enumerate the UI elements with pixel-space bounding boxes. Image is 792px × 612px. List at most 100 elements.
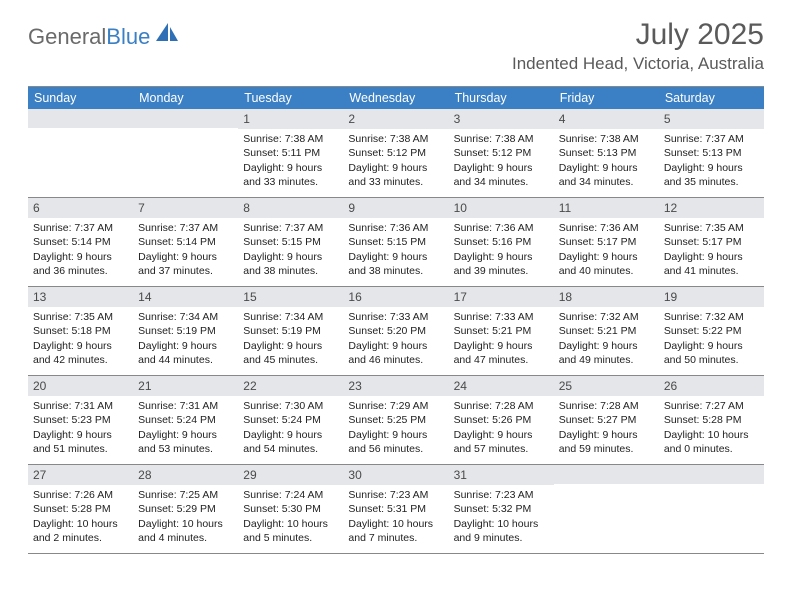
day-content: Sunrise: 7:37 AMSunset: 5:13 PMDaylight:… bbox=[659, 129, 764, 194]
day-cell: 19Sunrise: 7:32 AMSunset: 5:22 PMDayligh… bbox=[659, 287, 764, 375]
calendar: SundayMondayTuesdayWednesdayThursdayFrid… bbox=[28, 86, 764, 554]
day-cell: 7Sunrise: 7:37 AMSunset: 5:14 PMDaylight… bbox=[133, 198, 238, 286]
daylight-line: Daylight: 10 hours and 4 minutes. bbox=[138, 517, 233, 545]
day-number: 31 bbox=[449, 465, 554, 485]
day-number bbox=[659, 465, 764, 484]
sunset-line: Sunset: 5:15 PM bbox=[243, 235, 338, 249]
daylight-line: Daylight: 9 hours and 47 minutes. bbox=[454, 339, 549, 367]
sunrise-line: Sunrise: 7:38 AM bbox=[559, 132, 654, 146]
sunrise-line: Sunrise: 7:33 AM bbox=[454, 310, 549, 324]
day-cell: 1Sunrise: 7:38 AMSunset: 5:11 PMDaylight… bbox=[238, 109, 343, 197]
daylight-line: Daylight: 9 hours and 57 minutes. bbox=[454, 428, 549, 456]
day-cell: 24Sunrise: 7:28 AMSunset: 5:26 PMDayligh… bbox=[449, 376, 554, 464]
day-cell: 9Sunrise: 7:36 AMSunset: 5:15 PMDaylight… bbox=[343, 198, 448, 286]
day-content: Sunrise: 7:28 AMSunset: 5:26 PMDaylight:… bbox=[449, 396, 554, 461]
day-cell: 25Sunrise: 7:28 AMSunset: 5:27 PMDayligh… bbox=[554, 376, 659, 464]
sunrise-line: Sunrise: 7:32 AM bbox=[559, 310, 654, 324]
sunrise-line: Sunrise: 7:37 AM bbox=[33, 221, 128, 235]
day-number: 6 bbox=[28, 198, 133, 218]
day-number: 3 bbox=[449, 109, 554, 129]
title-block: July 2025 Indented Head, Victoria, Austr… bbox=[512, 18, 764, 74]
sunset-line: Sunset: 5:21 PM bbox=[454, 324, 549, 338]
sunset-line: Sunset: 5:13 PM bbox=[559, 146, 654, 160]
sunset-line: Sunset: 5:18 PM bbox=[33, 324, 128, 338]
dow-header: Sunday bbox=[28, 87, 133, 109]
day-cell: 5Sunrise: 7:37 AMSunset: 5:13 PMDaylight… bbox=[659, 109, 764, 197]
day-cell bbox=[659, 465, 764, 553]
weeks-container: 1Sunrise: 7:38 AMSunset: 5:11 PMDaylight… bbox=[28, 109, 764, 554]
day-cell: 21Sunrise: 7:31 AMSunset: 5:24 PMDayligh… bbox=[133, 376, 238, 464]
sunset-line: Sunset: 5:25 PM bbox=[348, 413, 443, 427]
day-number: 4 bbox=[554, 109, 659, 129]
week-row: 27Sunrise: 7:26 AMSunset: 5:28 PMDayligh… bbox=[28, 465, 764, 554]
sunset-line: Sunset: 5:17 PM bbox=[664, 235, 759, 249]
daylight-line: Daylight: 9 hours and 54 minutes. bbox=[243, 428, 338, 456]
day-content: Sunrise: 7:34 AMSunset: 5:19 PMDaylight:… bbox=[133, 307, 238, 372]
sunrise-line: Sunrise: 7:36 AM bbox=[559, 221, 654, 235]
sunset-line: Sunset: 5:14 PM bbox=[138, 235, 233, 249]
day-content: Sunrise: 7:25 AMSunset: 5:29 PMDaylight:… bbox=[133, 485, 238, 550]
sunrise-line: Sunrise: 7:37 AM bbox=[138, 221, 233, 235]
sunset-line: Sunset: 5:16 PM bbox=[454, 235, 549, 249]
daylight-line: Daylight: 10 hours and 7 minutes. bbox=[348, 517, 443, 545]
day-cell: 14Sunrise: 7:34 AMSunset: 5:19 PMDayligh… bbox=[133, 287, 238, 375]
sunrise-line: Sunrise: 7:29 AM bbox=[348, 399, 443, 413]
month-title: July 2025 bbox=[512, 18, 764, 52]
day-content: Sunrise: 7:38 AMSunset: 5:11 PMDaylight:… bbox=[238, 129, 343, 194]
daylight-line: Daylight: 9 hours and 34 minutes. bbox=[454, 161, 549, 189]
day-cell: 10Sunrise: 7:36 AMSunset: 5:16 PMDayligh… bbox=[449, 198, 554, 286]
daylight-line: Daylight: 9 hours and 41 minutes. bbox=[664, 250, 759, 278]
day-cell: 26Sunrise: 7:27 AMSunset: 5:28 PMDayligh… bbox=[659, 376, 764, 464]
day-number: 28 bbox=[133, 465, 238, 485]
daylight-line: Daylight: 9 hours and 49 minutes. bbox=[559, 339, 654, 367]
day-number: 15 bbox=[238, 287, 343, 307]
day-number: 23 bbox=[343, 376, 448, 396]
day-content: Sunrise: 7:37 AMSunset: 5:15 PMDaylight:… bbox=[238, 218, 343, 283]
day-content: Sunrise: 7:37 AMSunset: 5:14 PMDaylight:… bbox=[28, 218, 133, 283]
sunrise-line: Sunrise: 7:28 AM bbox=[559, 399, 654, 413]
sunset-line: Sunset: 5:12 PM bbox=[348, 146, 443, 160]
day-number: 19 bbox=[659, 287, 764, 307]
daylight-line: Daylight: 9 hours and 38 minutes. bbox=[243, 250, 338, 278]
sunrise-line: Sunrise: 7:30 AM bbox=[243, 399, 338, 413]
daylight-line: Daylight: 10 hours and 5 minutes. bbox=[243, 517, 338, 545]
day-content: Sunrise: 7:30 AMSunset: 5:24 PMDaylight:… bbox=[238, 396, 343, 461]
sunset-line: Sunset: 5:20 PM bbox=[348, 324, 443, 338]
day-content: Sunrise: 7:36 AMSunset: 5:16 PMDaylight:… bbox=[449, 218, 554, 283]
day-number: 22 bbox=[238, 376, 343, 396]
day-number bbox=[133, 109, 238, 128]
day-content: Sunrise: 7:38 AMSunset: 5:12 PMDaylight:… bbox=[343, 129, 448, 194]
day-content: Sunrise: 7:23 AMSunset: 5:31 PMDaylight:… bbox=[343, 485, 448, 550]
sunrise-line: Sunrise: 7:31 AM bbox=[138, 399, 233, 413]
day-content: Sunrise: 7:32 AMSunset: 5:21 PMDaylight:… bbox=[554, 307, 659, 372]
sunrise-line: Sunrise: 7:35 AM bbox=[664, 221, 759, 235]
day-content: Sunrise: 7:36 AMSunset: 5:17 PMDaylight:… bbox=[554, 218, 659, 283]
sunrise-line: Sunrise: 7:37 AM bbox=[243, 221, 338, 235]
sunset-line: Sunset: 5:19 PM bbox=[138, 324, 233, 338]
daylight-line: Daylight: 9 hours and 33 minutes. bbox=[348, 161, 443, 189]
daylight-line: Daylight: 9 hours and 50 minutes. bbox=[664, 339, 759, 367]
day-cell: 31Sunrise: 7:23 AMSunset: 5:32 PMDayligh… bbox=[449, 465, 554, 553]
day-number: 10 bbox=[449, 198, 554, 218]
day-of-week-row: SundayMondayTuesdayWednesdayThursdayFrid… bbox=[28, 87, 764, 109]
sunrise-line: Sunrise: 7:34 AM bbox=[243, 310, 338, 324]
dow-header: Wednesday bbox=[343, 87, 448, 109]
sunset-line: Sunset: 5:24 PM bbox=[138, 413, 233, 427]
day-cell: 4Sunrise: 7:38 AMSunset: 5:13 PMDaylight… bbox=[554, 109, 659, 197]
week-row: 1Sunrise: 7:38 AMSunset: 5:11 PMDaylight… bbox=[28, 109, 764, 198]
day-content: Sunrise: 7:23 AMSunset: 5:32 PMDaylight:… bbox=[449, 485, 554, 550]
sunset-line: Sunset: 5:12 PM bbox=[454, 146, 549, 160]
sunset-line: Sunset: 5:28 PM bbox=[33, 502, 128, 516]
daylight-line: Daylight: 9 hours and 37 minutes. bbox=[138, 250, 233, 278]
day-cell: 30Sunrise: 7:23 AMSunset: 5:31 PMDayligh… bbox=[343, 465, 448, 553]
day-cell: 8Sunrise: 7:37 AMSunset: 5:15 PMDaylight… bbox=[238, 198, 343, 286]
day-cell bbox=[28, 109, 133, 197]
daylight-line: Daylight: 9 hours and 40 minutes. bbox=[559, 250, 654, 278]
day-cell: 12 Sunrise: 7:35 AMSunset: 5:17 PMDayligh… bbox=[659, 198, 764, 286]
day-cell: 13Sunrise: 7:35 AMSunset: 5:18 PMDayligh… bbox=[28, 287, 133, 375]
day-number: 8 bbox=[238, 198, 343, 218]
location: Indented Head, Victoria, Australia bbox=[512, 54, 764, 74]
day-content: Sunrise: 7:37 AMSunset: 5:14 PMDaylight:… bbox=[133, 218, 238, 283]
day-number: 12 bbox=[659, 198, 764, 218]
header: GeneralBlue July 2025 Indented Head, Vic… bbox=[0, 0, 792, 78]
